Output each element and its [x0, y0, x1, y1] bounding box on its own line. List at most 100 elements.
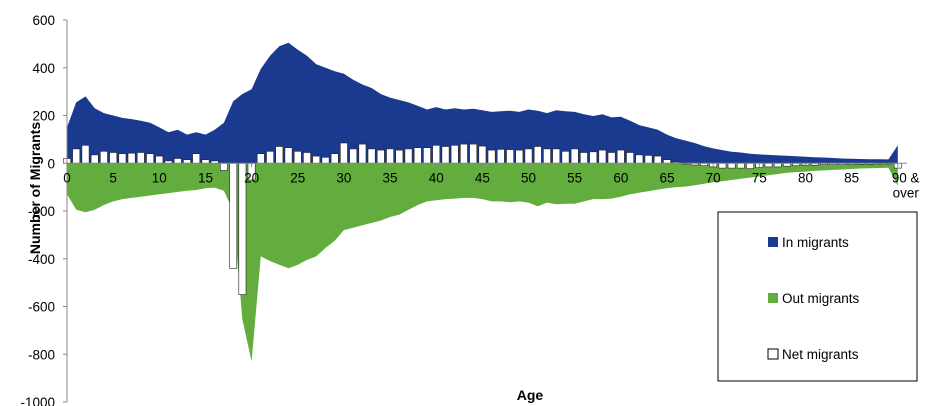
net-migrants-bar [284, 147, 293, 164]
net-migrants-bar [413, 147, 422, 164]
net-migrants-bar [561, 151, 570, 164]
x-axis-ticks: 0 5 10 15 20 25 30 35 40 45 50 55 60 65 70 75 80 85 90 &ov… [63, 163, 920, 200]
net-migrants-bar [367, 148, 376, 164]
net-migrants-bar [395, 149, 404, 164]
net-migrants-bar [616, 149, 625, 164]
x-tick-label: 90 & [892, 170, 920, 185]
x-tick-label: 45 [475, 170, 490, 185]
y-tick-label: -400 [28, 252, 55, 267]
net-migrants-bar [376, 149, 385, 164]
net-migrants-bar [496, 149, 505, 164]
net-migrants-bar [506, 149, 514, 164]
net-migrants-bar [644, 155, 653, 164]
x-tick-label: 80 [798, 170, 813, 185]
net-migrants-bar [441, 146, 450, 164]
net-migrants-bar [155, 155, 164, 164]
net-migrants-bar [321, 157, 330, 164]
net-migrants-bar [469, 143, 478, 164]
net-migrants-bar [579, 152, 588, 164]
net-migrants-bar [127, 152, 136, 164]
x-tick-label: over [893, 185, 920, 200]
net-migrants-bar [293, 151, 302, 164]
net-migrants-bar [220, 163, 228, 171]
x-tick-label: 70 [706, 170, 721, 185]
net-migrants-bar [746, 163, 754, 169]
x-tick-label: 60 [613, 170, 628, 185]
x-tick-label: 35 [383, 170, 398, 185]
legend-label-net-migrants: Net migrants [782, 347, 859, 362]
net-migrants-bar [173, 158, 182, 164]
net-migrants-bar [653, 155, 662, 164]
net-migrants-bar [256, 153, 265, 164]
net-migrants-bar [330, 153, 339, 164]
net-migrants-bar [533, 146, 542, 164]
net-migrants-bar [635, 154, 644, 164]
net-migrants-bar [515, 149, 524, 164]
net-migrants-bar [459, 143, 468, 164]
net-migrants-bar [349, 148, 358, 164]
net-migrants-bar [386, 148, 394, 164]
y-tick-label: -600 [28, 300, 55, 315]
x-tick-label: 50 [521, 170, 536, 185]
legend-swatch-net-migrants [767, 348, 779, 360]
x-tick-label: 30 [336, 170, 351, 185]
x-tick-label: 65 [659, 170, 674, 185]
x-tick-label: 75 [752, 170, 767, 185]
legend-label-out-migrants: Out migrants [782, 291, 860, 306]
y-tick-label: 400 [32, 61, 55, 76]
legend-label-in-migrants: In migrants [782, 235, 849, 250]
net-migrants-bar [118, 153, 127, 164]
y-tick-label: -1000 [20, 395, 55, 406]
legend: In migrants Out migrants Net migrants [717, 211, 918, 382]
net-migrants-bar [598, 149, 607, 164]
legend-swatch-in-migrants [768, 237, 778, 247]
x-tick-label: 55 [567, 170, 582, 185]
net-migrants-bar [589, 151, 598, 164]
x-tick-label: 40 [429, 170, 444, 185]
net-migrants-bar [146, 153, 154, 164]
net-migrants-bar [432, 145, 441, 164]
net-migrants-bar [358, 143, 367, 164]
net-migrants-bar [136, 152, 145, 164]
net-migrants-bar [72, 148, 81, 164]
in-migrants-area [67, 42, 898, 164]
y-axis-ticks: 600 400 200 0 -200 -400 -600 -800 -1000 [20, 13, 67, 406]
x-tick-label: 85 [844, 170, 859, 185]
net-migrants-bar [109, 152, 118, 164]
x-tick-label: 0 [63, 170, 71, 185]
net-migrants-bar [487, 149, 496, 164]
net-migrants-bar [303, 152, 311, 164]
plot-area [63, 42, 902, 362]
y-tick-label: -800 [28, 347, 55, 362]
legend-swatch-out-migrants [768, 293, 778, 303]
legend-box [717, 211, 918, 382]
x-tick-label: 25 [290, 170, 305, 185]
net-migrants-bar [543, 148, 551, 164]
net-migrants-bar [404, 148, 413, 164]
net-migrants-bar [81, 145, 90, 164]
y-tick-label: 200 [32, 109, 55, 124]
x-axis-label: Age [517, 387, 544, 403]
net-migrants-bar [764, 163, 773, 168]
x-tick-label: 15 [198, 170, 213, 185]
net-migrants-bar [266, 151, 274, 164]
net-migrants-bar [570, 148, 579, 164]
net-migrants-bar [450, 145, 459, 164]
net-migrants-bar [339, 142, 348, 164]
net-migrants-bar [423, 147, 431, 164]
net-migrants-bar [100, 151, 108, 164]
x-tick-label: 20 [244, 170, 259, 185]
y-tick-label: 600 [32, 13, 55, 28]
x-tick-label: 5 [109, 170, 117, 185]
net-migrants-bar [718, 163, 727, 169]
net-migrants-bar [90, 154, 99, 164]
net-migrants-bar [229, 163, 238, 269]
net-migrants-bar [524, 148, 533, 164]
net-migrants-bar [626, 152, 634, 164]
net-migrants-bar [727, 163, 736, 169]
y-tick-label: 0 [47, 156, 55, 171]
y-axis-label: Number of Migrants [27, 122, 43, 254]
net-migrants-bar [773, 163, 782, 168]
out-migrants-area [67, 163, 898, 362]
